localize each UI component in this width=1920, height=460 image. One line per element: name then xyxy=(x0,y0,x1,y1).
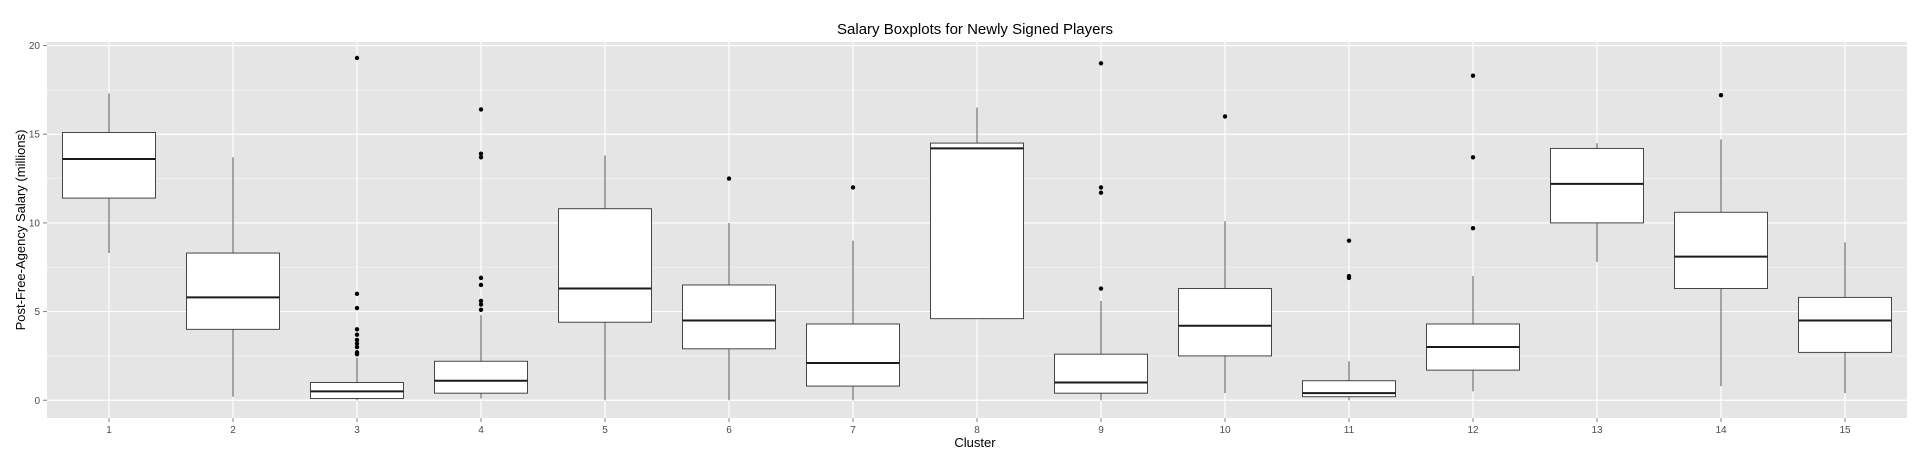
box-iqr xyxy=(186,252,280,330)
outlier-point xyxy=(478,107,484,112)
x-axis: 1 2 3 4 5 6 7 8 9 10 11 12 13 14 15 xyxy=(106,418,1851,436)
outlier-point xyxy=(478,298,484,304)
outlier-point xyxy=(354,332,360,337)
box-cluster-10 xyxy=(1178,114,1272,394)
x-tick-label: 12 xyxy=(1467,425,1479,436)
x-tick-label: 15 xyxy=(1839,425,1851,436)
outlier-point xyxy=(1470,155,1476,160)
x-axis-title: Cluster xyxy=(954,435,996,450)
outlier-point xyxy=(354,55,360,61)
y-tick-label: 0 xyxy=(34,396,40,407)
chart-title: Salary Boxplots for Newly Signed Players xyxy=(837,21,1113,38)
x-tick-label: 5 xyxy=(602,425,608,436)
outlier-point xyxy=(1098,61,1104,66)
box-cluster-11 xyxy=(1302,238,1396,401)
y-tick-label: 20 xyxy=(29,41,41,52)
box-iqr xyxy=(62,132,156,199)
outlier-point xyxy=(1098,190,1104,195)
box-iqr xyxy=(558,208,652,323)
y-tick-label: 10 xyxy=(29,218,41,229)
plot-panel xyxy=(47,42,1907,418)
box-iqr xyxy=(1302,380,1396,398)
box-cluster-7 xyxy=(806,185,900,401)
outlier-point xyxy=(1470,73,1476,78)
box-cluster-1 xyxy=(62,93,156,254)
x-tick-label: 10 xyxy=(1219,425,1231,436)
outlier-point xyxy=(354,305,360,311)
x-tick-label: 1 xyxy=(106,425,112,436)
x-tick-label: 11 xyxy=(1344,425,1355,436)
box-iqr xyxy=(682,284,776,350)
box-cluster-3 xyxy=(310,55,404,401)
x-tick-label: 9 xyxy=(1098,425,1104,436)
outlier-point xyxy=(478,155,484,160)
outlier-point xyxy=(478,302,484,307)
x-tick-label: 4 xyxy=(478,425,484,436)
box-iqr xyxy=(806,323,900,387)
outlier-point xyxy=(1098,185,1104,190)
outlier-point xyxy=(1222,114,1228,119)
outlier-point xyxy=(354,327,360,332)
x-tick-label: 7 xyxy=(850,425,856,436)
box-cluster-8 xyxy=(930,107,1024,320)
box-cluster-15 xyxy=(1798,242,1892,394)
box-cluster-13 xyxy=(1550,143,1644,262)
x-tick-label: 14 xyxy=(1715,425,1727,436)
outlier-point xyxy=(1346,238,1352,243)
box-iqr xyxy=(930,142,1024,320)
box-cluster-5 xyxy=(558,155,652,401)
outlier-point xyxy=(1346,273,1352,279)
x-tick-label: 8 xyxy=(974,425,980,436)
x-tick-label: 6 xyxy=(726,425,732,436)
outlier-point xyxy=(850,185,856,190)
x-tick-label: 3 xyxy=(354,425,360,436)
outlier-point xyxy=(726,176,732,181)
box-cluster-2 xyxy=(186,157,280,397)
outlier-point xyxy=(354,291,360,297)
box-iqr xyxy=(434,360,528,394)
box-cluster-14 xyxy=(1674,93,1768,387)
outlier-point xyxy=(478,282,484,288)
box-cluster-6 xyxy=(682,176,776,401)
y-axis: 0 5 10 15 20 xyxy=(29,41,47,407)
outlier-point xyxy=(354,350,360,355)
y-axis-title: Post-Free-Agency Salary (millions) xyxy=(13,130,28,331)
box-cluster-9 xyxy=(1054,61,1148,401)
y-tick-label: 5 xyxy=(34,307,40,318)
box-iqr xyxy=(1798,296,1892,353)
x-tick-label: 13 xyxy=(1591,425,1603,436)
outlier-point xyxy=(1470,226,1476,231)
outlier-point xyxy=(354,344,360,350)
box-cluster-12 xyxy=(1426,73,1520,392)
box-iqr xyxy=(1054,353,1148,394)
outlier-point xyxy=(478,151,484,156)
outlier-point xyxy=(1098,286,1104,291)
outlier-point xyxy=(354,341,360,346)
box-iqr xyxy=(1178,288,1272,357)
box-iqr xyxy=(1550,147,1644,224)
y-tick-label: 15 xyxy=(29,130,41,141)
outlier-point xyxy=(1718,93,1724,98)
x-tick-label: 2 xyxy=(230,425,236,436)
box-iqr xyxy=(1674,211,1768,289)
outlier-point xyxy=(354,337,360,343)
outlier-point xyxy=(478,275,484,281)
box-cluster-4 xyxy=(434,107,528,399)
outlier-point xyxy=(478,307,484,313)
